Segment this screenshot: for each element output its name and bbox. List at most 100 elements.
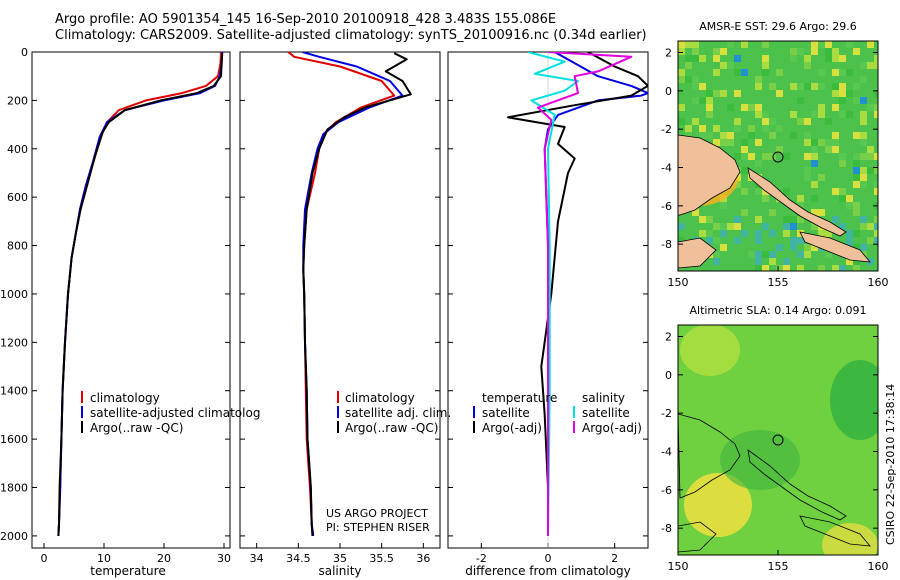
figure-title-line1: Argo profile: AO 5901354_145 16-Sep-2010… xyxy=(55,12,557,27)
legend-label-sal-argo: Argo(-adj) xyxy=(582,421,642,435)
sst-cell xyxy=(699,55,706,62)
sst-cell xyxy=(839,195,846,202)
sst-cell xyxy=(692,118,699,125)
sst-cell xyxy=(860,174,867,181)
sst-cell xyxy=(762,62,769,69)
sst-cell xyxy=(832,55,839,62)
bougainville-coast xyxy=(747,449,847,521)
sst-cell xyxy=(769,83,776,90)
sst-cell xyxy=(699,132,706,139)
sst-cell xyxy=(853,244,860,251)
sst-cell xyxy=(804,153,811,160)
sst-cell xyxy=(769,251,776,258)
sst-cell xyxy=(839,69,846,76)
sst-cell xyxy=(853,258,860,265)
sst-cell xyxy=(811,146,818,153)
sst-cell xyxy=(860,153,867,160)
sst-cell xyxy=(706,111,713,118)
sst-cell xyxy=(804,244,811,251)
sst-cell xyxy=(846,258,853,265)
sst-cell xyxy=(839,55,846,62)
sst-cell xyxy=(790,237,797,244)
sst-cell xyxy=(769,209,776,216)
map-y-tick-label: -4 xyxy=(661,446,672,459)
sla-low-patch xyxy=(830,360,878,440)
sst-cell xyxy=(811,153,818,160)
x-tick-label: 35.5 xyxy=(369,552,394,565)
sst-cell xyxy=(853,83,860,90)
sst-cell xyxy=(811,111,818,118)
map-y-tick-label: -6 xyxy=(661,200,672,213)
map-y-tick-label: -8 xyxy=(661,238,672,251)
sst-cell xyxy=(853,265,860,271)
sst-cell xyxy=(818,41,825,48)
sst-cell xyxy=(755,76,762,83)
sst-cell xyxy=(804,55,811,62)
sst-cell xyxy=(804,83,811,90)
sst-cell xyxy=(734,237,741,244)
sst-cell xyxy=(874,90,878,97)
sst-cell xyxy=(860,216,867,223)
sst-cell xyxy=(832,48,839,55)
sst-cell xyxy=(755,160,762,167)
argo-position-marker xyxy=(772,434,784,446)
sst-cell xyxy=(762,111,769,118)
sst-cell xyxy=(832,216,839,223)
sst-cell xyxy=(811,195,818,202)
x-tick-label: 20 xyxy=(157,552,171,565)
sst-cell xyxy=(713,237,720,244)
sst-cell xyxy=(783,258,790,265)
legend-label-climatology: climatology xyxy=(90,391,160,405)
sst-cell xyxy=(769,153,776,160)
sst-cell xyxy=(874,111,878,118)
sst-cell xyxy=(727,132,734,139)
sst-cell xyxy=(811,209,818,216)
legend-label-satellite: satellite adj. clim. xyxy=(345,406,451,420)
sst-cell xyxy=(867,237,874,244)
sst-cell xyxy=(804,251,811,258)
sst-cell xyxy=(860,132,867,139)
map-x-tick-label: 160 xyxy=(868,560,889,573)
map-y-tick-label: 2 xyxy=(665,331,672,344)
sst-cell xyxy=(867,104,874,111)
x-tick-label: 10 xyxy=(97,552,111,565)
sst-cell xyxy=(867,146,874,153)
sst-cell xyxy=(790,83,797,90)
sst-cell xyxy=(699,230,706,237)
sst-cell xyxy=(685,55,692,62)
series-line-satellite-adjusted-climatolog xyxy=(57,52,224,536)
sst-cell xyxy=(685,132,692,139)
sst-cell xyxy=(846,69,853,76)
legend-heading-temperature: temperature xyxy=(482,391,557,405)
sst-cell xyxy=(846,90,853,97)
sst-cell xyxy=(706,97,713,104)
sst-cell xyxy=(811,83,818,90)
southern-coast xyxy=(678,521,717,553)
legend-label-argo: Argo(..raw -QC) xyxy=(345,421,438,435)
bougainville-land xyxy=(747,167,847,237)
sst-cell xyxy=(734,153,741,160)
y-tick-label: 400 xyxy=(7,143,28,156)
sla-low-patch xyxy=(720,430,800,490)
sst-cell xyxy=(860,167,867,174)
map-x-tick-label: 150 xyxy=(668,276,689,289)
sst-cell xyxy=(699,83,706,90)
sst-cell xyxy=(832,104,839,111)
sst-cell xyxy=(776,90,783,97)
sst-cell xyxy=(720,244,727,251)
y-tick-label: 0 xyxy=(21,46,28,59)
sst-cell xyxy=(853,167,860,174)
sst-cell xyxy=(874,216,878,223)
sst-cell xyxy=(776,265,783,271)
sst-cell xyxy=(853,230,860,237)
map-x-tick-label: 155 xyxy=(768,560,789,573)
sst-cell xyxy=(762,118,769,125)
sst-cell xyxy=(713,258,720,265)
sst-cell xyxy=(797,216,804,223)
sst-cell xyxy=(853,174,860,181)
sst-cell xyxy=(818,174,825,181)
sst-cell xyxy=(832,132,839,139)
salinity-axis-label: salinity xyxy=(318,564,361,578)
map-x-tick-label: 160 xyxy=(868,276,889,289)
sst-cell xyxy=(797,118,804,125)
